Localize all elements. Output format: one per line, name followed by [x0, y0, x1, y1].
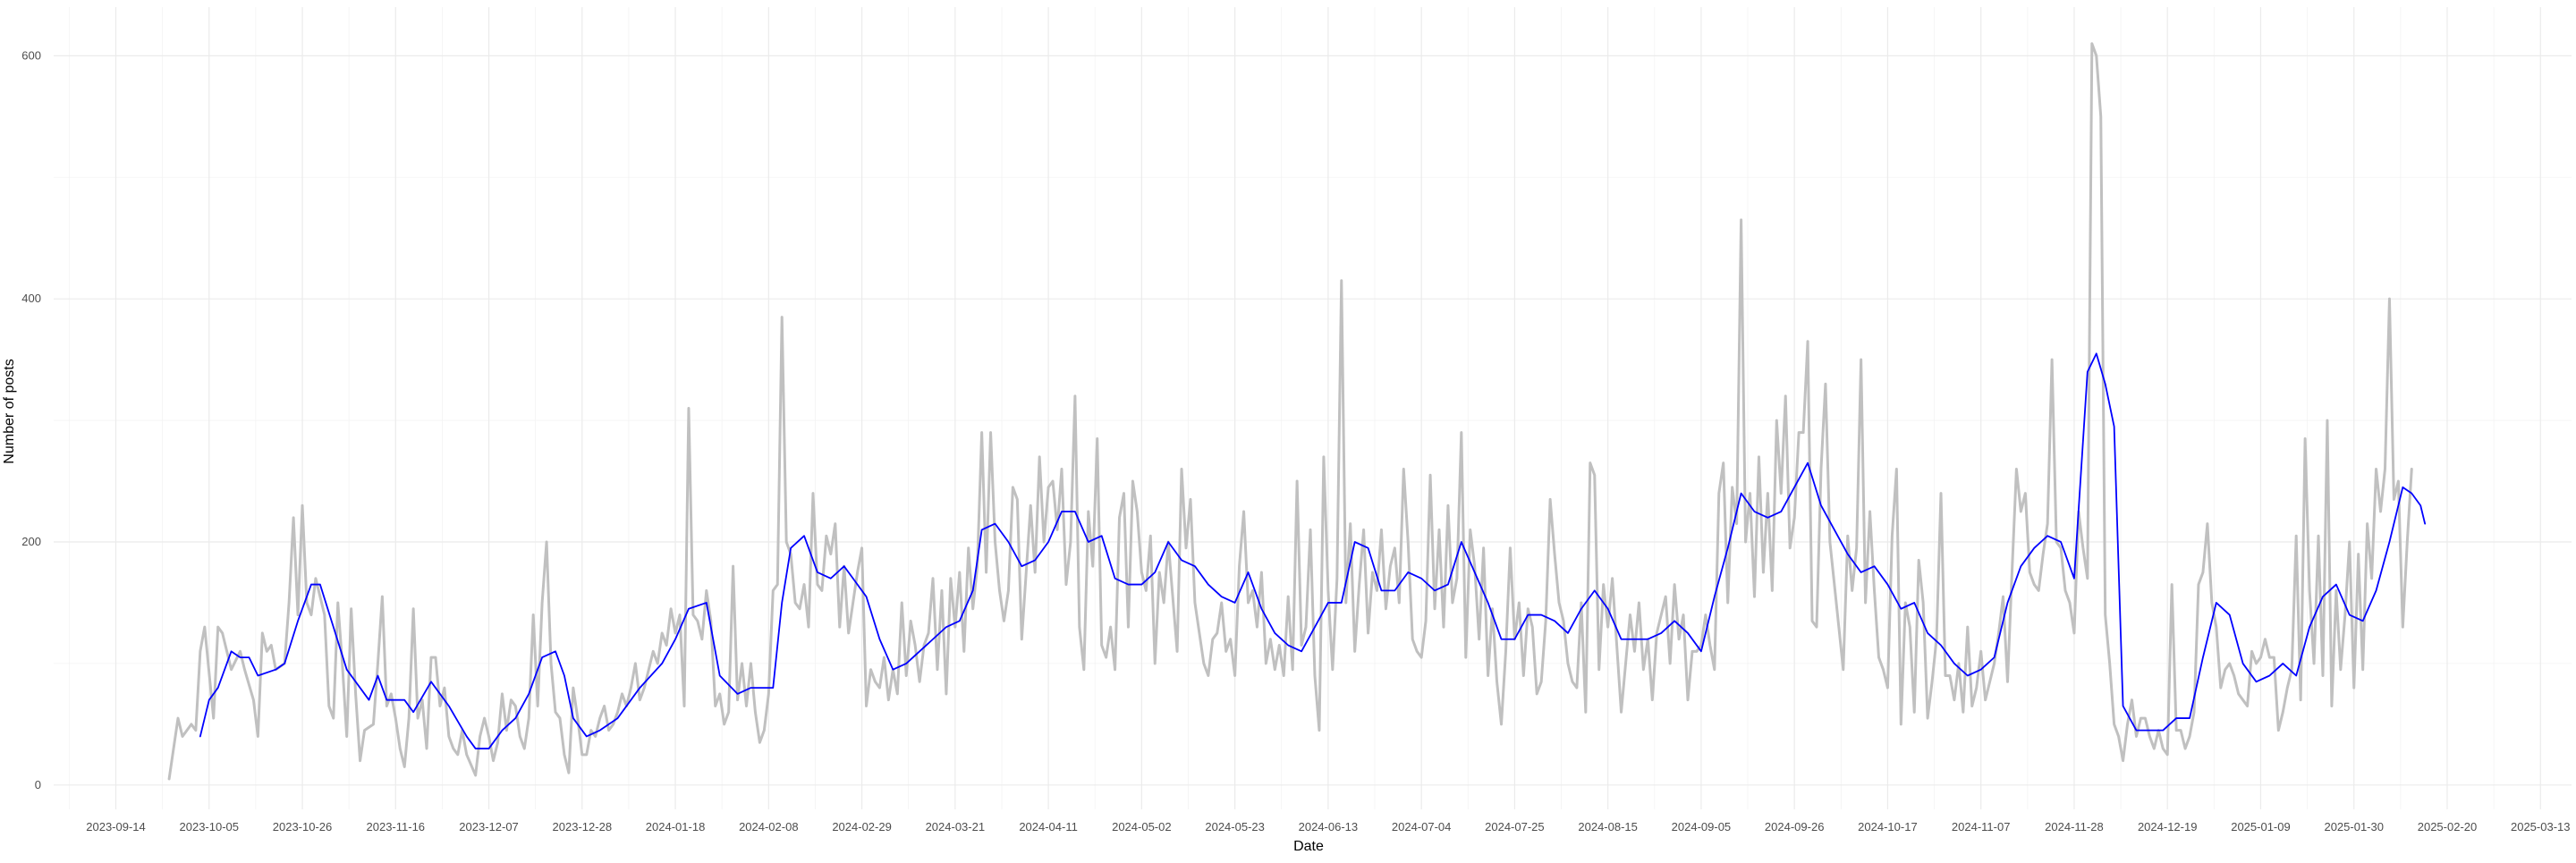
x-tick-label: 2025-02-20	[2418, 820, 2478, 833]
x-axis-title: Date	[1293, 839, 1324, 854]
x-tick-label: 2024-09-26	[1765, 820, 1825, 833]
y-tick-label: 400	[21, 292, 41, 305]
x-tick-label: 2024-08-15	[1578, 820, 1638, 833]
x-tick-label: 2025-03-13	[2511, 820, 2571, 833]
y-tick-label: 600	[21, 48, 41, 62]
x-tick-label: 2023-11-16	[367, 820, 426, 833]
x-tick-label: 2024-02-29	[832, 820, 892, 833]
x-tick-label: 2025-01-09	[2231, 820, 2291, 833]
x-tick-label: 2023-10-26	[273, 820, 333, 833]
y-tick-label: 200	[21, 535, 41, 548]
x-tick-label: 2024-11-07	[1952, 820, 2011, 833]
y-tick-label: 0	[35, 778, 41, 791]
x-tick-label: 2024-07-04	[1392, 820, 1452, 833]
x-tick-label: 2024-05-02	[1112, 820, 1172, 833]
x-tick-label: 2023-10-05	[180, 820, 240, 833]
x-tick-label: 2024-03-21	[926, 820, 986, 833]
x-tick-label: 2023-12-28	[553, 820, 613, 833]
x-tick-label: 2024-06-13	[1299, 820, 1359, 833]
x-tick-label: 2024-09-05	[1672, 820, 1732, 833]
x-tick-label: 2024-07-25	[1485, 820, 1545, 833]
x-tick-label: 2024-02-08	[739, 820, 799, 833]
y-axis-title: Number of posts	[2, 359, 17, 463]
x-tick-label: 2024-04-11	[1019, 820, 1078, 833]
x-tick-label: 2024-10-17	[1858, 820, 1918, 833]
x-tick-label: 2024-11-28	[2045, 820, 2104, 833]
rolling-average-line	[199, 352, 2427, 749]
x-tick-label: 2024-01-18	[646, 820, 706, 833]
x-tick-label: 2024-12-19	[2138, 820, 2198, 833]
x-tick-label: 2025-01-30	[2324, 820, 2384, 833]
x-tick-label: 2024-05-23	[1205, 820, 1265, 833]
x-tick-label: 2023-09-14	[86, 820, 146, 833]
x-tick-label: 2023-12-07	[459, 820, 519, 833]
